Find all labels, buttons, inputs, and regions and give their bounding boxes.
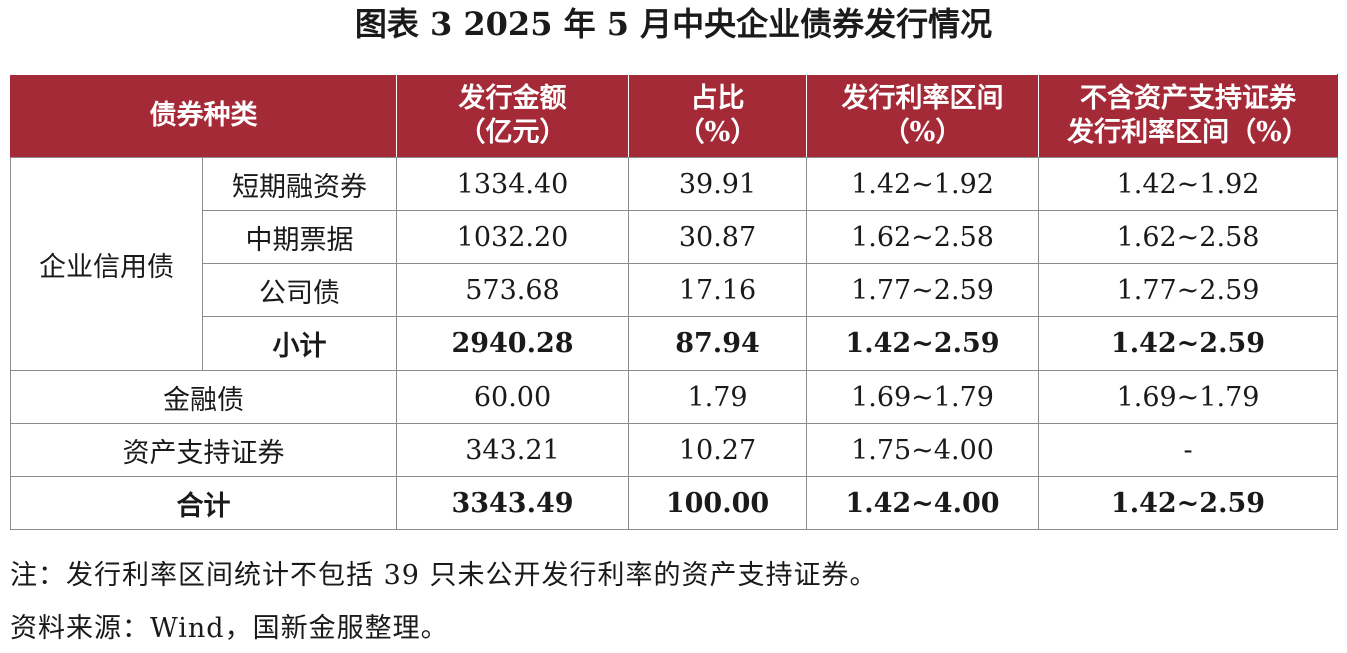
amount-cell: 573.68 bbox=[396, 263, 629, 317]
header-share-line2: （%） bbox=[677, 117, 758, 148]
rate-ex-cell: 1.42~2.59 bbox=[1038, 316, 1338, 371]
rate-ex-cell: 1.62~2.58 bbox=[1038, 210, 1338, 264]
header-share: 占比 （%） bbox=[628, 74, 807, 158]
row-label: 小计 bbox=[202, 316, 397, 371]
rate-ex-cell: 1.77~2.59 bbox=[1038, 263, 1338, 317]
rate-cell: 1.69~1.79 bbox=[806, 370, 1039, 424]
share-cell: 1.79 bbox=[628, 370, 807, 424]
header-rate-ex-abs: 不含资产支持证券 发行利率区间（%） bbox=[1038, 74, 1338, 158]
source-note: 资料来源：Wind，国新金服整理。 bbox=[10, 613, 449, 644]
share-cell: 87.94 bbox=[628, 316, 807, 371]
subtotal-row: 小计 2940.28 87.94 1.42~2.59 1.42~2.59 bbox=[11, 316, 1338, 371]
rate-cell: 1.42~2.59 bbox=[806, 316, 1039, 371]
row-label: 中期票据 bbox=[202, 210, 397, 264]
amount-cell: 343.21 bbox=[396, 423, 629, 477]
header-row: 债券种类 发行金额 （亿元） 占比 （%） 发行利率区间 （%） 不含资产支持证… bbox=[10, 74, 1338, 158]
rate-cell: 1.75~4.00 bbox=[806, 423, 1039, 477]
header-amount-line1: 发行金额 bbox=[458, 83, 567, 114]
amount-cell: 1334.40 bbox=[396, 157, 629, 211]
header-share-line1: 占比 bbox=[690, 83, 745, 114]
group-label-corporate-credit: 企业信用债 bbox=[10, 157, 203, 371]
rate-cell: 1.62~2.58 bbox=[806, 210, 1039, 264]
header-rate-ex-line2: 发行利率区间（%） bbox=[1067, 117, 1309, 148]
table-row: 金融债 60.00 1.79 1.69~1.79 1.69~1.79 bbox=[10, 370, 1338, 424]
amount-cell: 2940.28 bbox=[396, 316, 629, 371]
table-row: 中期票据 1032.20 30.87 1.62~2.58 1.62~2.58 bbox=[11, 210, 1338, 264]
table-row: 公司债 573.68 17.16 1.77~2.59 1.77~2.59 bbox=[11, 263, 1338, 317]
header-amount: 发行金额 （亿元） bbox=[396, 74, 629, 158]
header-rate-ex-line1: 不含资产支持证券 bbox=[1080, 83, 1296, 114]
header-rate: 发行利率区间 （%） bbox=[806, 74, 1039, 158]
share-cell: 10.27 bbox=[628, 423, 807, 477]
footnote: 注：发行利率区间统计不包括 39 只未公开发行利率的资产支持证券。 bbox=[10, 560, 878, 591]
document-title: 图表 3 2025 年 5 月中央企业债券发行情况 bbox=[354, 5, 993, 43]
row-label: 公司债 bbox=[202, 263, 397, 317]
share-cell: 17.16 bbox=[628, 263, 807, 317]
row-label: 金融债 bbox=[10, 370, 397, 424]
row-label: 短期融资券 bbox=[202, 157, 397, 211]
share-cell: 30.87 bbox=[628, 210, 807, 264]
share-cell: 39.91 bbox=[628, 157, 807, 211]
table-row: 资产支持证券 343.21 10.27 1.75~4.00 - bbox=[10, 423, 1338, 477]
header-amount-line2: （亿元） bbox=[458, 117, 567, 148]
row-label: 资产支持证券 bbox=[10, 423, 397, 477]
amount-cell: 3343.49 bbox=[396, 476, 629, 530]
amount-cell: 60.00 bbox=[396, 370, 629, 424]
rate-ex-cell: 1.69~1.79 bbox=[1038, 370, 1338, 424]
header-rate-line2: （%） bbox=[882, 117, 963, 148]
table-row: 企业信用债 短期融资券 1334.40 39.91 1.42~1.92 1.42… bbox=[10, 157, 1338, 371]
rate-cell: 1.42~1.92 bbox=[806, 157, 1039, 211]
share-cell: 100.00 bbox=[628, 476, 807, 530]
rate-ex-cell: - bbox=[1038, 423, 1338, 477]
rate-cell: 1.42~4.00 bbox=[806, 476, 1039, 530]
header-category: 债券种类 bbox=[10, 74, 397, 158]
rate-ex-cell: 1.42~1.92 bbox=[1038, 157, 1338, 211]
amount-cell: 1032.20 bbox=[396, 210, 629, 264]
bond-issuance-table: 债券种类 发行金额 （亿元） 占比 （%） 发行利率区间 （%） 不含资产支持证… bbox=[10, 74, 1338, 530]
total-row: 合计 3343.49 100.00 1.42~4.00 1.42~2.59 bbox=[10, 476, 1338, 530]
header-rate-line1: 发行利率区间 bbox=[841, 83, 1004, 114]
rate-cell: 1.77~2.59 bbox=[806, 263, 1039, 317]
row-label: 合计 bbox=[10, 476, 397, 530]
rate-ex-cell: 1.42~2.59 bbox=[1038, 476, 1338, 530]
